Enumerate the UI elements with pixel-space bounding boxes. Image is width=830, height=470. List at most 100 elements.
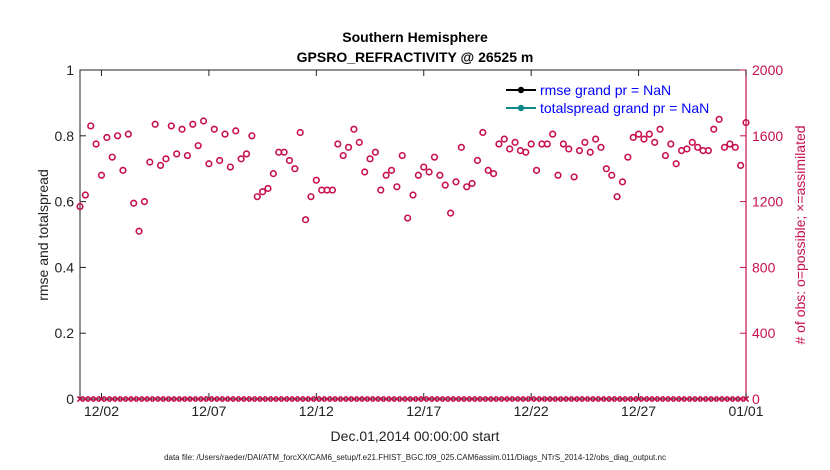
possible-obs-point [506,145,514,153]
left-tick-label: 0.2 [55,325,75,341]
possible-obs-point [334,140,342,148]
assimilated-obs-point [152,395,159,403]
possible-obs-point [124,130,132,138]
assimilated-obs-point [76,395,84,403]
possible-obs-point [377,186,385,194]
assimilated-obs-point [452,395,460,403]
possible-obs-point [130,199,138,207]
assimilated-obs-point [280,395,288,403]
assimilated-obs-point [345,395,352,403]
possible-obs-point [280,148,288,156]
possible-obs-point [457,143,465,151]
possible-obs-point [285,156,294,165]
assimilated-obs-point [92,395,100,403]
assimilated-obs-point [468,395,476,403]
assimilated-obs-point [673,395,680,403]
possible-obs-point [151,120,159,128]
assimilated-obs-point [678,395,685,403]
possible-obs-point [532,166,541,174]
assimilated-obs-point [130,395,137,403]
possible-obs-point [216,156,224,165]
assimilated-obs-point [463,395,470,403]
assimilated-obs-point [125,395,132,403]
possible-obs-point [495,140,503,148]
possible-obs-point [575,147,584,155]
possible-obs-point [586,148,594,156]
possible-obs-point [446,209,455,217]
assimilated-obs-point [425,395,433,403]
assimilated-obs-point [501,395,508,403]
assimilated-obs-point [527,395,535,403]
assimilated-obs-point [393,395,401,403]
possible-obs-point [634,130,643,138]
right-tick-label: 800 [752,259,776,275]
possible-obs-point [549,130,557,138]
assimilated-obs-point [168,395,175,403]
possible-obs-point [484,166,492,174]
assimilated-obs-point [490,395,497,403]
right-axis: 0 400 800 1200 1600 2000 [740,62,783,407]
assimilated-obs-point [715,395,723,403]
assimilated-obs-point [662,395,669,403]
legend-rmse-label: rmse grand pr = NaN [540,82,671,98]
x-tick-label: 12/17 [406,403,441,419]
assimilated-obs-point [608,395,615,403]
possible-obs-point [624,153,632,161]
possible-obs-point [194,142,202,150]
assimilated-obs-point [533,395,540,403]
assimilated-obs-point [141,395,148,403]
possible-obs-point [291,165,299,173]
possible-obs-point [328,186,337,194]
possible-obs-point [382,171,390,179]
assimilated-obs-point [549,395,556,403]
assimilated-obs-point [560,395,567,403]
x-tick-label: 12/02 [84,403,119,419]
assimilated-obs-point [205,395,213,403]
assimilated-obs-point [366,395,374,403]
assimilated-obs-point [275,395,282,403]
x-tick-label: 01/01 [728,403,763,419]
chart-title: Southern Hemisphere [342,29,488,45]
possible-obs-point [704,147,713,155]
possible-obs-point [554,171,562,179]
possible-obs-point [473,156,482,165]
possible-obs-point [398,151,406,160]
legend-rmse-marker [517,86,525,94]
right-tick-label: 1600 [752,128,783,144]
assimilated-obs-point [458,395,465,403]
assimilated-obs-point [415,395,422,403]
possible-obs-point [430,153,439,161]
assimilated-obs-point [570,395,578,403]
assimilated-obs-point [189,395,196,403]
left-tick-label: 0.4 [55,259,75,275]
assimilated-obs-point [640,395,648,403]
possible-obs-point [350,125,358,133]
possible-obs-point [210,125,218,133]
assimilated-obs-point [517,395,524,403]
assimilated-obs-point [442,395,449,403]
possible-obs-point [296,128,304,137]
assimilated-obs-point [667,395,674,403]
assimilated-obs-point [135,395,143,403]
assimilated-obs-point [146,395,153,403]
assimilated-obs-point [340,395,347,403]
possible-obs-point [414,171,422,179]
assimilated-obs-point [318,395,325,403]
possible-obs-point [527,140,535,148]
assimilated-obs-point [286,395,293,403]
assimilated-obs-point [254,395,261,403]
assimilated-obs-point [297,395,304,403]
assimilated-obs-point [361,395,368,403]
possible-obs-point [683,145,691,153]
assimilated-obs-point [302,395,309,403]
possible-obs-point [742,119,750,127]
assimilated-obs-point [651,395,658,403]
assimilated-obs-point [248,395,256,403]
x-tick-label: 12/27 [621,403,656,419]
assimilated-obs-point [221,395,229,403]
assimilated-obs-point [157,395,164,403]
assimilated-obs-point [721,395,728,403]
assimilated-obs-point [689,395,696,403]
assimilated-obs-point [431,395,438,403]
assimilated-obs-point [350,395,358,403]
